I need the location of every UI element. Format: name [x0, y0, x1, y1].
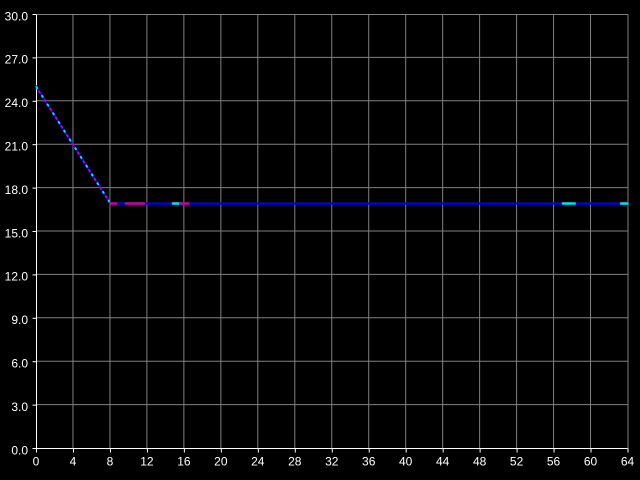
svg-text:32: 32	[325, 454, 339, 468]
svg-text:30.0: 30.0	[5, 9, 29, 23]
svg-text:12.0: 12.0	[5, 270, 29, 284]
svg-text:12: 12	[140, 454, 154, 468]
svg-text:0.0: 0.0	[11, 443, 28, 457]
svg-text:3.0: 3.0	[11, 400, 28, 414]
svg-text:24.0: 24.0	[5, 96, 29, 110]
svg-text:8: 8	[107, 454, 114, 468]
svg-text:64: 64	[621, 454, 635, 468]
svg-text:0: 0	[33, 454, 40, 468]
svg-text:21.0: 21.0	[5, 140, 29, 154]
svg-text:16: 16	[177, 454, 191, 468]
svg-text:9.0: 9.0	[11, 313, 28, 327]
svg-text:20: 20	[214, 454, 228, 468]
svg-text:4: 4	[70, 454, 77, 468]
svg-text:18.0: 18.0	[5, 183, 29, 197]
svg-text:24: 24	[251, 454, 265, 468]
svg-text:15.0: 15.0	[5, 226, 29, 240]
svg-text:60: 60	[584, 454, 598, 468]
svg-text:6.0: 6.0	[11, 357, 28, 371]
svg-text:27.0: 27.0	[5, 53, 29, 67]
svg-text:48: 48	[473, 454, 487, 468]
svg-text:44: 44	[436, 454, 450, 468]
svg-text:36: 36	[362, 454, 376, 468]
svg-text:56: 56	[547, 454, 561, 468]
svg-text:28: 28	[288, 454, 302, 468]
svg-text:52: 52	[510, 454, 524, 468]
svg-text:40: 40	[399, 454, 413, 468]
